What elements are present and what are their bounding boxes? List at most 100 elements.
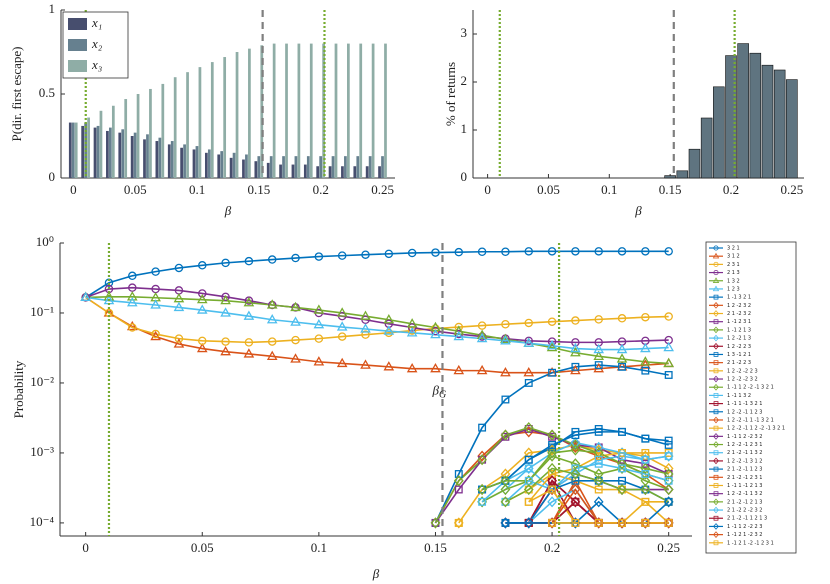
legend-label: 2 1 -2 -1 1 2 3: [727, 467, 762, 473]
series-line: [85, 296, 669, 351]
marker: [267, 337, 277, 346]
legend-marker: [713, 432, 719, 440]
x-tick-label: 0.2: [313, 182, 329, 197]
marker: [594, 455, 603, 464]
marker: [430, 328, 441, 339]
marker: [244, 338, 254, 347]
bar: [749, 52, 762, 179]
marker: [593, 475, 604, 487]
legend-marker: [713, 531, 719, 538]
marker: [617, 483, 627, 496]
bar: [99, 110, 103, 178]
bar: [68, 122, 72, 178]
marker: [617, 458, 627, 470]
marker: [640, 462, 651, 475]
bar: [368, 156, 372, 178]
marker: [500, 496, 511, 508]
marker: [220, 307, 231, 317]
legend-swatch: [68, 18, 87, 30]
legend-marker: [713, 261, 719, 267]
marker: [313, 304, 325, 314]
annotation-subscript: G: [439, 390, 446, 401]
bar: [158, 137, 162, 178]
marker: [547, 429, 557, 441]
marker: [500, 335, 511, 345]
marker: [616, 353, 628, 363]
marker: [524, 318, 534, 328]
legend-label: 1 2 -2 -2 3 2: [727, 377, 758, 383]
marker: [664, 436, 673, 445]
marker: [500, 333, 511, 343]
bar: [124, 99, 128, 178]
legend-label: 1 -1 1 2 -2 -1 3 2 1: [727, 385, 774, 391]
marker: [593, 343, 605, 354]
legend-label: 1 2 -2 -1 1 3 2: [727, 491, 762, 497]
bar: [183, 144, 186, 178]
marker: [430, 362, 441, 373]
legend-label: 1 2 -2 3 2: [727, 303, 751, 309]
legend-label: 3 1 2: [727, 254, 740, 260]
marker: [221, 258, 230, 268]
marker: [384, 249, 394, 259]
legend-label: 1 3 2: [727, 278, 740, 284]
marker: [547, 337, 557, 346]
legend-marker: [713, 352, 719, 357]
legend-label: 1 2 3: [727, 286, 740, 292]
legend-label: 1 -1 1 2 -2 3 2: [727, 434, 762, 440]
marker: [593, 350, 605, 360]
marker: [663, 357, 674, 368]
legend-marker: [713, 301, 719, 309]
marker: [313, 318, 325, 329]
marker: [546, 340, 558, 350]
marker: [570, 444, 581, 456]
y-axis-label: P(dir. first escape): [9, 47, 24, 142]
marker: [476, 332, 488, 343]
marker: [571, 518, 580, 527]
marker: [571, 497, 580, 506]
marker: [220, 294, 231, 305]
marker: [664, 312, 673, 321]
y-axis-label: Probability: [11, 360, 26, 418]
marker: [151, 267, 160, 276]
legend-marker: [713, 506, 719, 514]
legend-label: 1 -1 1 -1 2 1 3: [727, 483, 762, 489]
marker: [128, 323, 137, 332]
marker: [383, 325, 395, 335]
bar: [254, 161, 258, 178]
marker: [243, 297, 255, 307]
legend-label: 1 2 -2 -1 1 2 3: [727, 409, 762, 415]
marker: [267, 255, 277, 264]
marker: [523, 447, 534, 459]
marker: [641, 434, 650, 443]
marker: [430, 517, 441, 529]
legend-marker: [713, 368, 719, 374]
marker: [361, 330, 370, 339]
marker: [313, 356, 325, 366]
marker: [523, 367, 535, 377]
x-tick-label: 0.15: [424, 540, 447, 555]
legend-label: 3 2 1: [727, 246, 740, 252]
legend-marker: [712, 252, 720, 259]
marker: [523, 517, 534, 529]
bar: [210, 62, 214, 178]
marker: [150, 299, 161, 309]
bar: [167, 144, 171, 178]
marker: [500, 429, 511, 441]
legend-label: 2 1 -2 3 2: [727, 311, 751, 317]
marker: [407, 248, 417, 258]
legend-marker: [712, 277, 720, 283]
series-line: [434, 426, 669, 524]
bar: [71, 122, 75, 178]
axes: 0 0.05 0.1 0.15 0.2 0.25 0 1 2 3 β % of returns: [443, 10, 804, 218]
axes: 0 0.05 0.1 0.15 0.2 0.25 0 0.5 1 β P(dir. first es…: [9, 1, 395, 218]
marker: [618, 464, 626, 473]
marker: [641, 459, 650, 468]
marker: [664, 441, 673, 449]
bar: [242, 159, 245, 178]
marker: [453, 330, 465, 341]
legend-marker: [713, 491, 719, 497]
bar: [96, 125, 100, 178]
y-tick-label: 2: [461, 73, 468, 88]
legend-label: 1 -1 2 1 -2 3 2: [727, 532, 762, 538]
